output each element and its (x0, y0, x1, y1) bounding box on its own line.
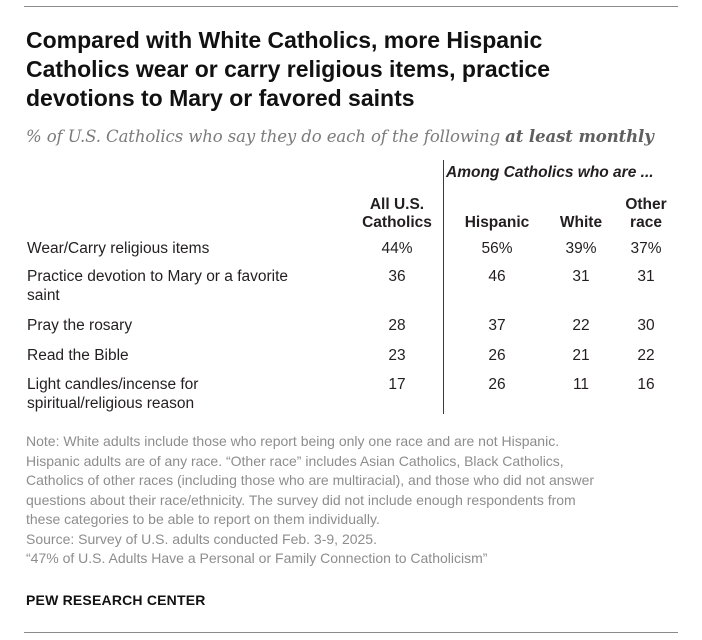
column-header-white: White (559, 214, 603, 231)
value-white: 22 (572, 317, 590, 334)
column-header-other-race: Other race (617, 196, 675, 232)
row-label: Read the Bible (27, 346, 347, 365)
column-header-line: Other (625, 196, 667, 213)
row-label-line: Wear/Carry religious items (27, 240, 210, 257)
value-all-catholics: 44% (381, 240, 413, 257)
value-hispanic: 56% (481, 240, 513, 257)
value-white: 39% (565, 240, 597, 257)
value-white: 31 (572, 268, 590, 285)
note-line: questions about their race/ethnicity. Th… (26, 491, 576, 508)
chart-subtitle: % of U.S. Catholics who say they do each… (26, 127, 686, 146)
value-all-catholics: 36 (388, 268, 406, 285)
note-line: Catholics of other races (including thos… (26, 472, 595, 488)
title-line-1: Compared with White Catholics, more Hisp… (26, 27, 543, 53)
value-white: 21 (572, 347, 590, 364)
group-header: Among Catholics who are ... (446, 164, 654, 181)
note-line: these categories to be able to report on… (26, 511, 380, 527)
row-label-line: saint (27, 287, 60, 304)
note-line: Note: White adults include those who rep… (26, 433, 560, 449)
column-divider (443, 160, 444, 414)
row-label: Light candles/incense for spiritual/reli… (27, 375, 347, 413)
value-hispanic: 46 (488, 268, 506, 285)
row-label-line: Read the Bible (27, 347, 129, 364)
source-line: Source: Survey of U.S. adults conducted … (26, 530, 377, 547)
row-label-line: spiritual/religious reason (27, 395, 195, 412)
column-header-line: All U.S. (369, 196, 425, 213)
value-all-catholics: 28 (388, 317, 406, 334)
value-other-race: 16 (637, 376, 655, 393)
row-label-line: Practice devotion to Mary or a favorite (27, 268, 289, 285)
value-other-race: 31 (637, 268, 655, 285)
row-label-line: Pray the rosary (27, 317, 133, 334)
value-other-race: 30 (637, 317, 655, 334)
row-label: Pray the rosary (27, 316, 347, 335)
value-white: 11 (572, 376, 590, 393)
top-rule (24, 6, 678, 7)
value-all-catholics: 17 (388, 376, 406, 393)
value-other-race: 22 (637, 347, 655, 364)
column-header-hispanic: Hispanic (464, 214, 530, 231)
note-line: Hispanic adults are of any race. “Other … (26, 452, 564, 469)
row-label: Wear/Carry religious items (27, 239, 347, 258)
chart-title: Compared with White Catholics, more Hisp… (26, 26, 676, 113)
subtitle-emphasis: at least monthly (505, 127, 654, 146)
value-other-race: 37% (630, 240, 662, 257)
title-line-3: devotions to Mary or favored saints (26, 85, 415, 111)
value-hispanic: 26 (488, 347, 506, 364)
pew-logo-text: PEW RESEARCH CENTER (26, 592, 206, 608)
row-label: Practice devotion to Mary or a favorite … (27, 267, 347, 305)
report-title: “47% of U.S. Adults Have a Personal or F… (26, 550, 488, 566)
footnote: Note: White adults include those who rep… (26, 432, 686, 569)
row-label-line: Light candles/incense for (27, 376, 199, 393)
bottom-rule (24, 632, 678, 633)
value-hispanic: 26 (488, 376, 506, 393)
subtitle-text: % of U.S. Catholics who say they do each… (26, 127, 506, 146)
column-header-line: race (630, 214, 662, 231)
value-hispanic: 37 (488, 317, 506, 334)
column-header-all-catholics: All U.S. Catholics (356, 196, 438, 232)
value-all-catholics: 23 (388, 347, 406, 364)
title-line-2: Catholics wear or carry religious items,… (26, 56, 551, 82)
column-header-line: Catholics (362, 214, 432, 231)
